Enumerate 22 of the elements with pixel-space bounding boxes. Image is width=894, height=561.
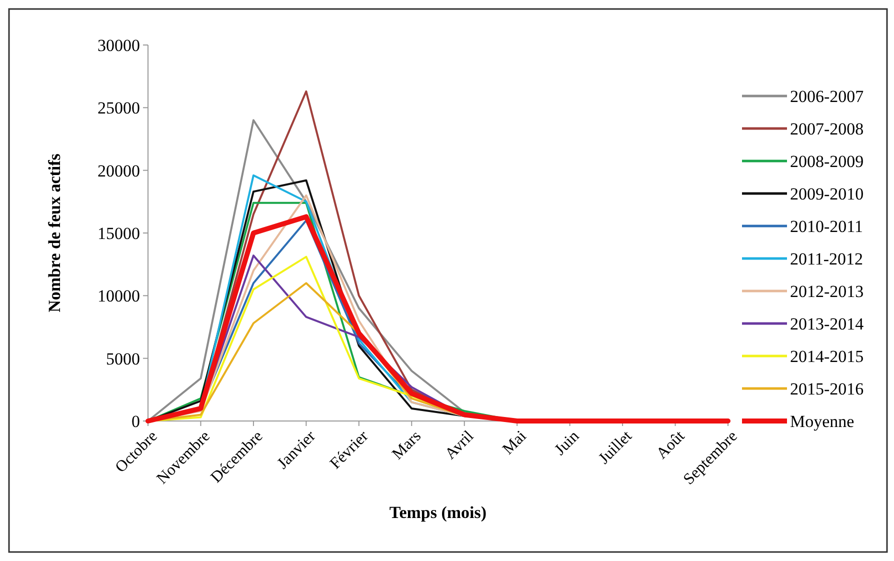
- legend-label: 2010-2011: [790, 216, 864, 236]
- legend-label: 2006-2007: [790, 86, 864, 106]
- legend-label: Moyenne: [790, 412, 854, 431]
- x-axis-title: Temps (mois): [389, 503, 487, 522]
- legend-label: 2007-2008: [790, 119, 864, 138]
- legend-label: 2013-2014: [790, 314, 864, 334]
- legend-label: 2011-2012: [790, 249, 864, 268]
- x-tick-label: Mai: [500, 427, 530, 458]
- legend-label: 2015-2016: [790, 379, 864, 398]
- y-tick-label: 0: [132, 412, 140, 431]
- legend-label: 2014-2015: [790, 346, 864, 366]
- legend-label: 2012-2013: [790, 282, 864, 301]
- legend-label: 2009-2010: [790, 184, 864, 204]
- y-tick-label: 15000: [98, 224, 140, 243]
- y-tick-label: 10000: [98, 286, 140, 306]
- y-tick-label: 25000: [98, 98, 140, 118]
- x-tick-label: Juin: [552, 428, 583, 459]
- y-axis-title: Nombre de feux actifs: [45, 153, 64, 312]
- legend-label: 2008-2009: [790, 152, 864, 171]
- y-tick-label: 5000: [106, 349, 140, 368]
- y-tick-label: 20000: [98, 161, 140, 180]
- y-tick-label: 30000: [98, 36, 140, 55]
